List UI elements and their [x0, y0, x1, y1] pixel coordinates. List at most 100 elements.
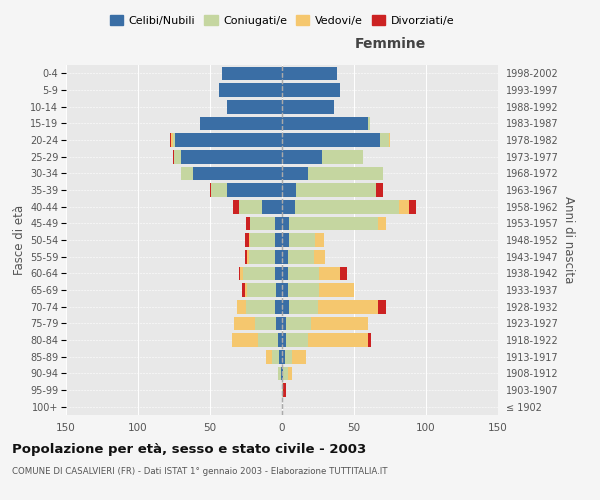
Bar [254, 316, 276, 330]
Bar [289, 216, 379, 230]
Bar [282, 283, 288, 297]
Bar [250, 216, 275, 230]
Bar [173, 150, 174, 164]
Bar [239, 266, 240, 280]
Bar [314, 250, 325, 264]
Bar [227, 183, 282, 197]
Bar [315, 233, 324, 247]
Bar [281, 366, 282, 380]
Bar [286, 333, 308, 347]
Bar [173, 133, 175, 147]
Bar [210, 183, 211, 197]
Bar [282, 266, 288, 280]
Bar [283, 383, 286, 397]
Bar [322, 150, 362, 164]
Bar [181, 166, 193, 180]
Bar [319, 266, 340, 280]
Bar [278, 366, 281, 380]
Bar [275, 250, 282, 264]
Bar [278, 333, 282, 347]
Bar [247, 250, 249, 264]
Bar [227, 100, 282, 114]
Bar [181, 150, 282, 164]
Bar [211, 183, 227, 197]
Bar [286, 316, 311, 330]
Y-axis label: Fasce di età: Fasce di età [13, 205, 26, 275]
Bar [295, 200, 398, 213]
Bar [275, 266, 282, 280]
Bar [283, 366, 288, 380]
Bar [289, 300, 318, 314]
Bar [308, 166, 383, 180]
Bar [257, 333, 278, 347]
Bar [170, 133, 171, 147]
Bar [282, 383, 283, 397]
Bar [288, 283, 319, 297]
Bar [266, 350, 272, 364]
Bar [379, 300, 386, 314]
Bar [200, 116, 282, 130]
Bar [245, 250, 247, 264]
Bar [282, 183, 296, 197]
Bar [376, 183, 383, 197]
Bar [368, 116, 370, 130]
Text: Popolazione per età, sesso e stato civile - 2003: Popolazione per età, sesso e stato civil… [12, 442, 366, 456]
Bar [282, 233, 289, 247]
Bar [239, 200, 262, 213]
Bar [174, 150, 181, 164]
Bar [221, 66, 282, 80]
Bar [285, 350, 292, 364]
Bar [282, 166, 308, 180]
Bar [282, 133, 380, 147]
Bar [288, 250, 314, 264]
Bar [250, 233, 275, 247]
Bar [282, 316, 286, 330]
Bar [288, 366, 292, 380]
Bar [249, 233, 250, 247]
Bar [249, 250, 275, 264]
Bar [245, 283, 247, 297]
Bar [379, 216, 386, 230]
Bar [246, 216, 250, 230]
Bar [296, 183, 376, 197]
Bar [233, 200, 239, 213]
Legend: Celibi/Nubili, Coniugati/e, Vedovi/e, Divorziati/e: Celibi/Nubili, Coniugati/e, Vedovi/e, Di… [106, 10, 458, 30]
Bar [282, 350, 285, 364]
Y-axis label: Anni di nascita: Anni di nascita [562, 196, 575, 284]
Bar [282, 100, 334, 114]
Bar [275, 300, 282, 314]
Bar [218, 83, 282, 97]
Bar [282, 116, 368, 130]
Bar [235, 316, 254, 330]
Bar [319, 283, 354, 297]
Bar [289, 233, 315, 247]
Bar [282, 200, 295, 213]
Bar [282, 83, 340, 97]
Bar [398, 200, 409, 213]
Bar [272, 350, 279, 364]
Bar [175, 133, 282, 147]
Bar [282, 366, 283, 380]
Bar [275, 216, 282, 230]
Bar [308, 333, 368, 347]
Bar [282, 333, 286, 347]
Bar [193, 166, 282, 180]
Bar [282, 216, 289, 230]
Bar [292, 350, 307, 364]
Bar [380, 133, 389, 147]
Bar [282, 150, 322, 164]
Bar [276, 316, 282, 330]
Bar [279, 350, 282, 364]
Text: COMUNE DI CASALVIERI (FR) - Dati ISTAT 1° gennaio 2003 - Elaborazione TUTTITALIA: COMUNE DI CASALVIERI (FR) - Dati ISTAT 1… [12, 468, 388, 476]
Bar [282, 250, 288, 264]
Bar [368, 333, 371, 347]
Bar [232, 333, 257, 347]
Bar [246, 300, 275, 314]
Bar [282, 300, 289, 314]
Bar [238, 300, 246, 314]
Bar [389, 133, 390, 147]
Bar [243, 266, 275, 280]
Bar [275, 233, 282, 247]
Bar [171, 133, 173, 147]
Bar [318, 300, 379, 314]
